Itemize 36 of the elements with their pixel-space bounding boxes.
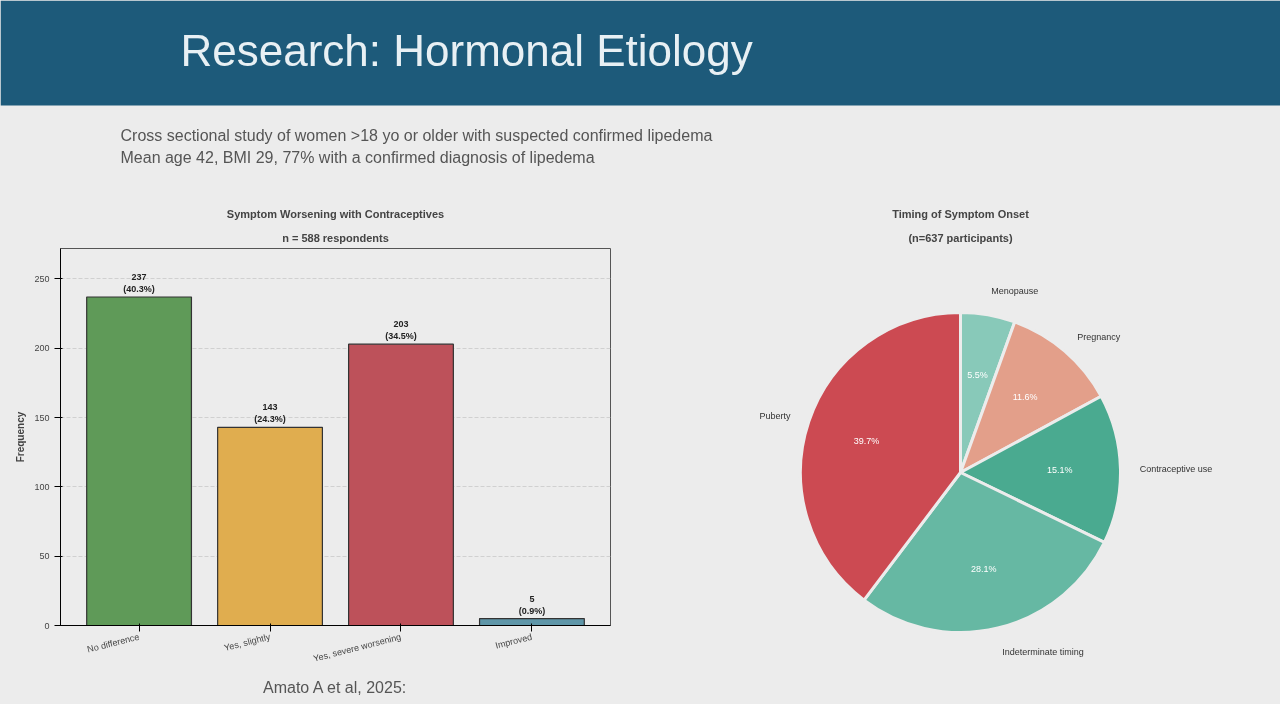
data-label: 143 (24.3%) xyxy=(254,402,286,425)
chart-subtitle: n = 588 respondents xyxy=(282,231,389,244)
y-tick-label: 150 xyxy=(34,412,50,423)
slice-label: Indeterminate timing xyxy=(1002,646,1084,657)
x-tick-label: Yes, slightly xyxy=(223,631,272,654)
chart-title: Symptom Worsening with Contraceptives xyxy=(226,207,445,220)
data-label: 5 (0.9%) xyxy=(518,593,546,616)
text: Amato A et al, 2025: xyxy=(263,678,407,696)
bar xyxy=(478,617,585,626)
text: Cross sectional study of women >18 yo or older with suspected confirmed lipedema xyxy=(120,127,713,144)
x-tick-label: No difference xyxy=(86,631,141,655)
data-label: 11.6% xyxy=(1012,392,1038,403)
data-label: 237 (40.3%) xyxy=(123,272,155,295)
text: Research: Hormonal Etiology xyxy=(180,26,753,75)
bar xyxy=(86,296,193,626)
bar xyxy=(348,343,454,626)
slice-label: Contraceptive use xyxy=(1139,463,1213,474)
chart-title: Timing of Symptom Onset xyxy=(892,207,1030,220)
data-label: 28.1% xyxy=(970,563,997,574)
y-tick-label: 50 xyxy=(39,551,50,562)
data-label: 203 (34.5%) xyxy=(385,319,417,342)
y-axis-title: Frequency xyxy=(15,411,27,463)
x-tick-label: Yes, severe worsening xyxy=(312,631,403,664)
y-tick-label: 0 xyxy=(44,620,50,631)
y-tick-label: 250 xyxy=(34,273,50,284)
slice-label: Menopause xyxy=(991,285,1039,296)
bar xyxy=(217,426,323,626)
y-tick-label: 200 xyxy=(34,343,50,354)
text: Mean age 42, BMI 29, 77% with a confirmed diagnosis of lipedema xyxy=(120,149,595,166)
slice-label: Puberty xyxy=(759,410,792,421)
y-tick-label: 100 xyxy=(34,481,50,492)
data-label: 39.7% xyxy=(853,435,880,446)
data-label: 15.1% xyxy=(1046,465,1073,476)
chart-subtitle: (n=637 participants) xyxy=(908,231,1013,244)
slice-label: Pregnancy xyxy=(1077,331,1121,342)
data-label: 5.5% xyxy=(967,369,988,380)
